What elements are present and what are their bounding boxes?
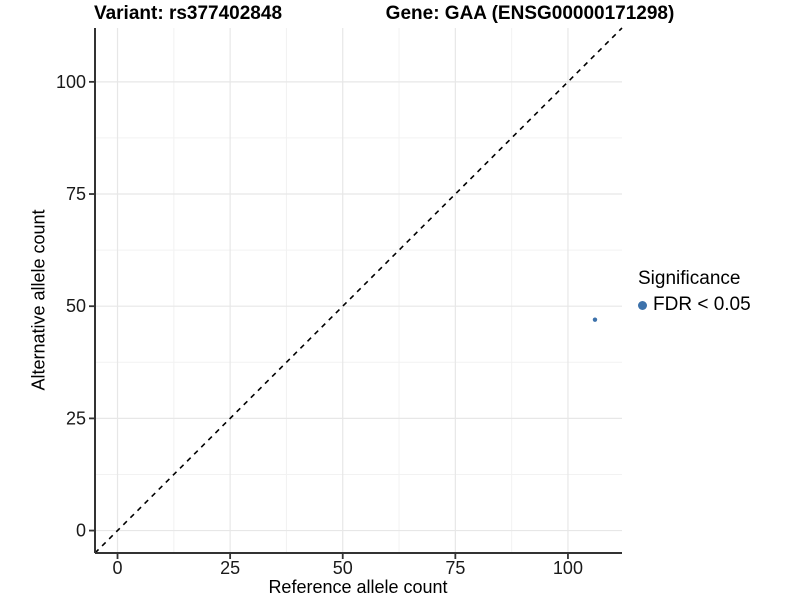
x-tick-label: 75 [445, 558, 465, 578]
y-tick-label: 75 [66, 184, 86, 204]
identity-reference-line [94, 27, 623, 554]
x-tick-label: 25 [220, 558, 240, 578]
y-axis-title: Alternative allele count [28, 209, 49, 391]
legend-title: Significance [638, 268, 741, 289]
x-axis-title: Reference allele count [268, 577, 448, 597]
plot-title-variant: Variant: rs377402848 [93, 3, 283, 24]
legend-item-label: FDR < 0.05 [653, 294, 751, 315]
legend-point-icon [638, 300, 647, 310]
x-tick-label: 100 [553, 558, 583, 578]
y-tick-label: 100 [56, 72, 86, 92]
y-tick-label: 0 [76, 521, 86, 541]
plot-title-gene: Gene: GAA (ENSG00000171298) [385, 3, 675, 24]
y-tick-label: 50 [66, 296, 86, 316]
legend: Significance FDR < 0.05 [638, 268, 751, 316]
y-tick-label: 25 [66, 408, 86, 428]
x-tick-label: 50 [333, 558, 353, 578]
data-point [592, 317, 598, 322]
x-tick-label: 0 [113, 558, 123, 578]
legend-item: FDR < 0.05 [638, 294, 751, 316]
